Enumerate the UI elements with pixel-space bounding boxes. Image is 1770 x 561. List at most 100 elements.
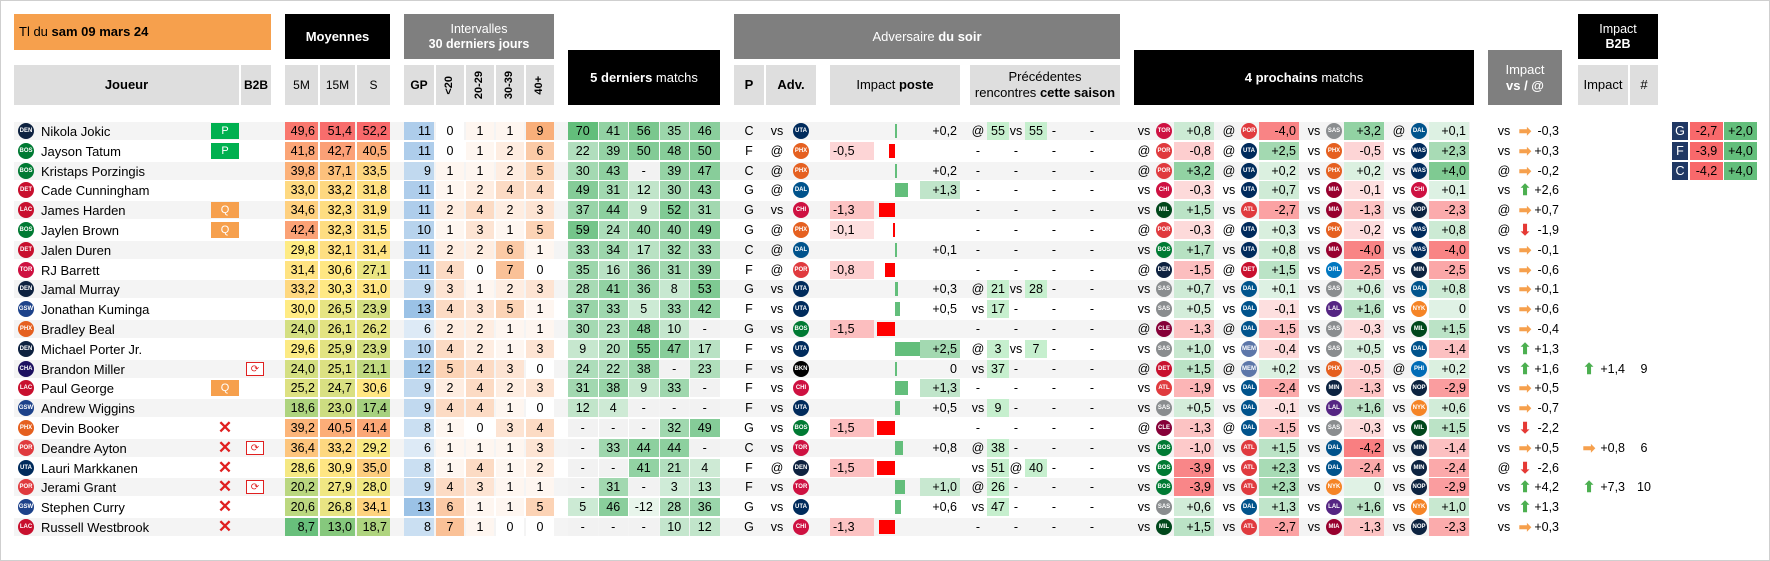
prev-location: - <box>1013 223 1019 237</box>
interval-1: 3 <box>466 300 494 318</box>
player-name[interactable]: Bradley Beal <box>41 321 115 337</box>
team-logo-icon: GSW <box>18 400 34 416</box>
interval-1: 2 <box>466 320 494 338</box>
trend-arrow-icon: ➡ <box>1518 301 1532 318</box>
next-impact-value: -2,9 <box>1429 478 1469 496</box>
next-opponent-logo-icon: ATL <box>1241 519 1257 535</box>
last5-game-1: 34 <box>598 241 628 259</box>
vs-at-value: -0,3 <box>1537 124 1559 138</box>
last5-game-4: - <box>690 439 720 457</box>
last5-game-1: 16 <box>598 261 628 279</box>
player-name[interactable]: Jonathan Kuminga <box>41 301 150 317</box>
next-opponent-logo-icon: DAL <box>1411 123 1427 139</box>
next-opponent-logo-icon: PHX <box>1326 361 1342 377</box>
player-name[interactable]: Devin Booker <box>41 420 120 436</box>
interval-1: 1 <box>466 498 494 516</box>
vs-at-location: @ <box>1497 203 1511 217</box>
player-name[interactable]: Michael Porter Jr. <box>41 341 143 357</box>
last5-game-4: 49 <box>690 419 720 437</box>
opponent-logo-icon: DAL <box>793 182 809 198</box>
next-opponent-logo-icon: MEM <box>1241 341 1257 357</box>
player-name[interactable]: Lauri Markkanen <box>41 460 138 476</box>
prev-location: - <box>1013 243 1019 257</box>
player-name[interactable]: Jalen Duren <box>41 242 112 258</box>
prev-location: - <box>1089 441 1095 455</box>
player-name[interactable]: Kristaps Porzingis <box>41 163 146 179</box>
last5-game-4: 50 <box>690 142 720 160</box>
opponent-logo-icon: DAL <box>793 242 809 258</box>
impact-poste-bar <box>895 500 901 514</box>
location: @ <box>770 461 784 475</box>
player-name[interactable]: Nikola Jokic <box>41 123 111 139</box>
prev-location: - <box>1051 401 1057 415</box>
avg-s: 17,4 <box>357 399 390 417</box>
header-moyennes: Moyennes <box>285 14 390 59</box>
opponent-logo-icon: UTA <box>793 400 809 416</box>
last5-game-1: - <box>598 459 628 477</box>
position: F <box>745 461 753 475</box>
interval-1: 1 <box>466 142 494 160</box>
trend-arrow-icon: ➡ <box>1518 262 1532 279</box>
next-impact-value: +2,5 <box>1259 142 1299 160</box>
player-name[interactable]: Jaylen Brown <box>41 222 120 238</box>
last5-game-0: 24 <box>568 360 598 378</box>
interval-2: 1 <box>496 498 524 516</box>
gp-value: 11 <box>404 201 434 219</box>
impact-poste-value: +0,6 <box>932 500 957 514</box>
next-location: @ <box>1222 164 1236 178</box>
player-name[interactable]: Russell Westbrook <box>41 519 150 535</box>
next-location: vs <box>1222 381 1236 395</box>
impact-poste-value: 0 <box>950 362 957 376</box>
vs-at-value: +0,5 <box>1534 381 1559 395</box>
avg-m5: 41,8 <box>285 142 318 160</box>
team-logo-icon: POR <box>18 440 34 456</box>
next-impact-value: +1,0 <box>1174 340 1214 358</box>
player-name[interactable]: James Harden <box>41 202 126 218</box>
player-name[interactable]: Andrew Wiggins <box>41 400 135 416</box>
trend-arrow-icon: ➡ <box>1518 281 1532 298</box>
next-impact-value: -1,0 <box>1174 439 1214 457</box>
prev-score: 3 <box>987 340 1009 358</box>
interval-2: 1 <box>496 439 524 457</box>
prev-location: @ <box>971 441 985 455</box>
date-value: sam 09 mars 24 <box>51 24 149 40</box>
next-impact-value: -3,9 <box>1174 459 1214 477</box>
player-name[interactable]: Deandre Ayton <box>41 440 127 456</box>
player-name[interactable]: Jerami Grant <box>41 479 117 495</box>
interval-1: 4 <box>466 459 494 477</box>
impact-poste-value: +0,2 <box>932 124 957 138</box>
last5-game-3: 3 <box>659 478 689 496</box>
player-name[interactable]: Stephen Curry <box>41 499 125 515</box>
trend-arrow-icon: ➡ <box>1518 143 1532 160</box>
next-location: @ <box>1222 263 1236 277</box>
header-5-derniers: 5 derniers matchs <box>568 50 720 105</box>
prev-location: vs <box>1009 342 1023 356</box>
next-location: vs <box>1222 282 1236 296</box>
interval-0: 2 <box>436 201 464 219</box>
last5-game-4: 12 <box>690 518 720 536</box>
prev-location: - <box>975 144 981 158</box>
next-location: vs <box>1307 461 1321 475</box>
vs-at-location: vs <box>1497 144 1511 158</box>
next-impact-value: +1,5 <box>1429 419 1469 437</box>
player-name[interactable]: Brandon Miller <box>41 361 125 377</box>
next-location: vs <box>1392 500 1406 514</box>
player-name[interactable]: Paul George <box>41 380 114 396</box>
40plus-label: 40+ <box>533 75 546 95</box>
avg-s: 41,4 <box>357 419 390 437</box>
impact-b2b-line1: Impact <box>1599 21 1637 36</box>
player-name[interactable]: Cade Cunningham <box>41 182 150 198</box>
vs-at-value: -0,7 <box>1537 401 1559 415</box>
interval-2: 6 <box>496 241 524 259</box>
gp-value: 11 <box>404 241 434 259</box>
player-name[interactable]: RJ Barrett <box>41 262 100 278</box>
interval-3: 0 <box>526 261 554 279</box>
trend-arrow-icon: ⬇ <box>1518 420 1532 437</box>
player-name[interactable]: Jayson Tatum <box>41 143 121 159</box>
next-opponent-logo-icon: UTA <box>1241 163 1257 179</box>
player-name[interactable]: Jamal Murray <box>41 281 120 297</box>
next-opponent-logo-icon: DEN <box>1156 262 1172 278</box>
trend-arrow-icon: ⬆ <box>1518 499 1532 516</box>
next-opponent-logo-icon: DAL <box>1241 400 1257 416</box>
gp-value: 13 <box>404 300 434 318</box>
